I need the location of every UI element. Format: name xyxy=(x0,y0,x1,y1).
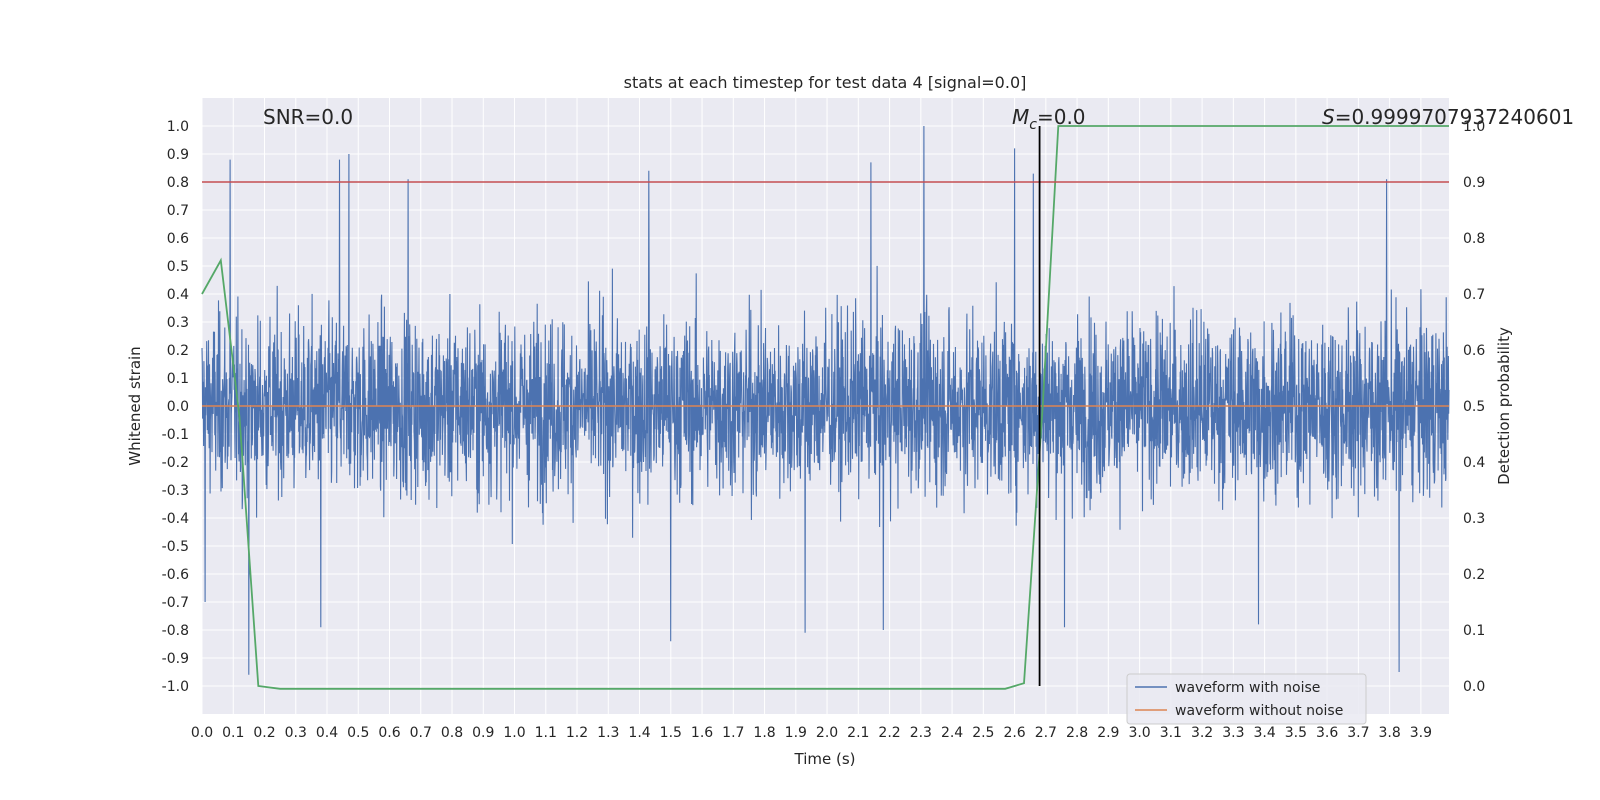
chirp-mass-symbol: M xyxy=(1012,105,1029,129)
x-tick-labels: 0.0 0.1 0.2 0.3 0.4 0.5 0.6 0.7 0.8 0.9 1.0 1.1 1.2 1… xyxy=(191,725,1432,741)
x-tick-label: 3.7 xyxy=(1347,725,1369,741)
x-tick-label: 0.0 xyxy=(191,725,213,741)
x-tick-label: 1.5 xyxy=(660,725,682,741)
x-tick-label: 2.3 xyxy=(910,725,932,741)
y-tick-label: 0.7 xyxy=(167,203,189,219)
x-tick-label: 0.6 xyxy=(378,725,400,741)
x-tick-label: 3.3 xyxy=(1222,725,1244,741)
x-tick-label: 3.8 xyxy=(1378,725,1400,741)
y-tick-label: -0.7 xyxy=(162,595,189,611)
score-symbol: S xyxy=(1322,105,1335,129)
x-tick-label: 3.0 xyxy=(1128,725,1150,741)
x-tick-label: 0.1 xyxy=(222,725,244,741)
y-tick-label: -0.1 xyxy=(162,427,189,443)
y2-tick-label: 0.2 xyxy=(1463,567,1485,583)
x-tick-label: 1.8 xyxy=(753,725,775,741)
x-tick-label: 0.2 xyxy=(253,725,275,741)
x-tick-label: 1.2 xyxy=(566,725,588,741)
x-tick-label: 1.9 xyxy=(785,725,807,741)
x-tick-label: 1.7 xyxy=(722,725,744,741)
x-tick-label: 2.7 xyxy=(1035,725,1057,741)
y-tick-label: -0.2 xyxy=(162,455,189,471)
y2-tick-label: 0.7 xyxy=(1463,287,1485,303)
y-tick-label: 0.9 xyxy=(167,147,189,163)
y2-tick-labels: 1.0 0.9 0.8 0.7 0.6 0.5 0.4 0.3 0.2 0.1 0.0 xyxy=(1463,119,1485,695)
chirp-mass-subscript: c xyxy=(1029,117,1037,133)
legend: waveform with noise waveform without noi… xyxy=(1126,673,1367,725)
y2-tick-label: 0.3 xyxy=(1463,511,1485,527)
y-tick-label: -0.6 xyxy=(162,567,189,583)
y-tick-label: -0.8 xyxy=(162,623,189,639)
y-tick-label: -0.9 xyxy=(162,651,189,667)
score-annotation: S=0.9999707937240601 xyxy=(1322,105,1574,129)
y2-tick-label: 0.4 xyxy=(1463,455,1485,471)
legend-box xyxy=(1126,673,1367,725)
y-tick-label: 0.3 xyxy=(167,315,189,331)
legend-label-clean: waveform without noise xyxy=(1175,703,1343,719)
y2-tick-label: 0.8 xyxy=(1463,231,1485,247)
x-tick-label: 1.0 xyxy=(503,725,525,741)
x-tick-label: 2.4 xyxy=(941,725,963,741)
x-tick-label: 0.9 xyxy=(472,725,494,741)
x-tick-label: 2.8 xyxy=(1066,725,1088,741)
x-tick-label: 3.9 xyxy=(1410,725,1432,741)
y2-tick-label: 0.6 xyxy=(1463,343,1485,359)
x-tick-label: 2.9 xyxy=(1097,725,1119,741)
y-tick-label: 1.0 xyxy=(167,119,189,135)
x-tick-label: 0.8 xyxy=(441,725,463,741)
y-tick-label: -0.3 xyxy=(162,483,189,499)
y2-tick-label: 0.9 xyxy=(1463,175,1485,191)
series-detection-probability xyxy=(201,125,1449,690)
chart-title: stats at each timestep for test data 4 [… xyxy=(624,73,1027,92)
y2-tick-label: 0.1 xyxy=(1463,623,1485,639)
y-axis-label: Whitened strain xyxy=(126,346,144,465)
y2-tick-label: 0.0 xyxy=(1463,679,1485,695)
y-tick-label: 0.6 xyxy=(167,231,189,247)
x-tick-label: 3.1 xyxy=(1160,725,1182,741)
y2-axis-label: Detection probability xyxy=(1495,327,1513,485)
x-tick-label: 2.2 xyxy=(878,725,900,741)
x-tick-label: 1.6 xyxy=(691,725,713,741)
x-tick-label: 3.6 xyxy=(1316,725,1338,741)
line-detection-probability xyxy=(201,125,1449,690)
y-tick-label: 0.5 xyxy=(167,259,189,275)
x-tick-label: 2.5 xyxy=(972,725,994,741)
chirp-mass-value: =0.0 xyxy=(1037,105,1086,129)
score-value: =0.9999707937240601 xyxy=(1335,105,1574,129)
snr-annotation: SNR=0.0 xyxy=(263,105,353,129)
reference-lines xyxy=(202,126,1449,686)
y-tick-labels: 1.0 0.9 0.8 0.7 0.6 0.5 0.4 0.3 0.2 0.1 0.0 -0.1 -0.… xyxy=(162,119,189,695)
y-tick-label: 0.0 xyxy=(167,399,189,415)
y-tick-label: 0.8 xyxy=(167,175,189,191)
chirp-mass-annotation: Mc=0.0 xyxy=(1012,105,1086,133)
x-axis-label: Time (s) xyxy=(794,750,856,768)
y-tick-label: -0.5 xyxy=(162,539,189,555)
y-tick-label: -0.4 xyxy=(162,511,189,527)
x-tick-label: 1.4 xyxy=(628,725,650,741)
legend-label-noise: waveform with noise xyxy=(1175,680,1320,696)
x-tick-label: 0.5 xyxy=(347,725,369,741)
x-tick-label: 2.0 xyxy=(816,725,838,741)
y2-tick-label: 0.5 xyxy=(1463,399,1485,415)
x-tick-label: 3.5 xyxy=(1285,725,1307,741)
x-tick-label: 0.4 xyxy=(316,725,338,741)
x-tick-label: 1.3 xyxy=(597,725,619,741)
x-tick-label: 0.3 xyxy=(285,725,307,741)
y-tick-label: 0.2 xyxy=(167,343,189,359)
y-tick-label: 0.1 xyxy=(167,371,189,387)
x-tick-label: 1.1 xyxy=(535,725,557,741)
x-tick-label: 3.4 xyxy=(1253,725,1275,741)
x-tick-label: 2.1 xyxy=(847,725,869,741)
y-tick-label: -1.0 xyxy=(162,679,189,695)
x-tick-label: 0.7 xyxy=(410,725,432,741)
y2-tick-label: 1.0 xyxy=(1463,119,1485,135)
y-tick-label: 0.4 xyxy=(167,287,189,303)
x-tick-label: 2.6 xyxy=(1003,725,1025,741)
x-tick-label: 3.2 xyxy=(1191,725,1213,741)
